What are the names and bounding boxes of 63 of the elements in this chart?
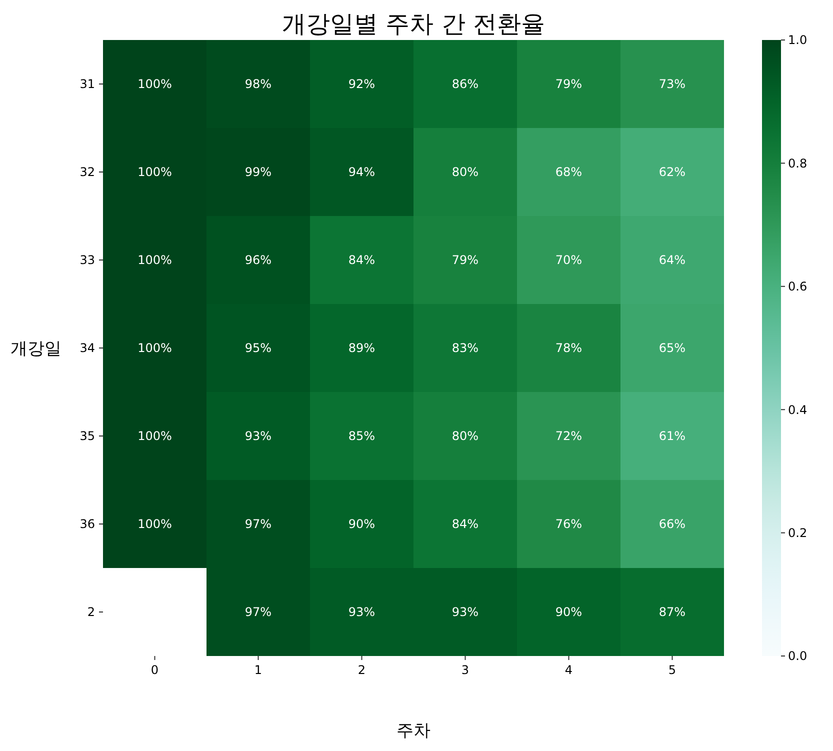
data-label: 80%	[452, 429, 479, 444]
data-label: 79%	[555, 77, 582, 92]
data-label: 70%	[555, 253, 582, 268]
y-axis-title: 개강일	[10, 338, 62, 359]
data-label: 65%	[658, 341, 686, 356]
y-tick-label: 31	[80, 77, 95, 92]
x-tick-label: 4	[564, 663, 573, 677]
data-label: 100%	[138, 429, 172, 444]
color-bar-label: 0.2	[788, 526, 808, 540]
data-label: 85%	[348, 429, 376, 444]
data-label: 92%	[348, 77, 376, 92]
data-label: 89%	[348, 341, 376, 356]
data-label: 100%	[138, 517, 172, 532]
data-label: 100%	[138, 165, 172, 180]
data-label: 93%	[348, 605, 376, 620]
data-label: 97%	[244, 517, 272, 532]
y-tick-label: 35	[80, 429, 95, 444]
x-tick-label: 1	[254, 663, 262, 677]
data-label: 80%	[452, 165, 479, 180]
data-label: 87%	[658, 605, 686, 620]
data-label: 61%	[658, 429, 686, 444]
data-label: 84%	[452, 517, 479, 532]
x-tick-label: 5	[668, 663, 676, 677]
data-label: 98%	[244, 77, 272, 92]
y-tick-label: 36	[80, 517, 95, 532]
x-tick-label: 2	[358, 663, 366, 677]
data-label: 100%	[138, 77, 172, 92]
data-label: 100%	[138, 253, 172, 268]
data-label: 94%	[348, 165, 376, 180]
color-bar-label: 0.8	[788, 156, 808, 170]
chart-title: 개강일별 주차 간 전환율	[282, 10, 545, 38]
data-label: 96%	[244, 253, 272, 268]
data-label: 86%	[452, 77, 479, 92]
y-tick-label: 2	[87, 605, 95, 620]
data-label: 95%	[244, 341, 272, 356]
data-label: 90%	[555, 605, 582, 620]
y-tick-label: 33	[80, 253, 95, 268]
data-label: 68%	[555, 165, 582, 180]
color-bar-label: 0.0	[788, 649, 808, 664]
x-tick-label: 3	[461, 663, 470, 677]
data-label: 100%	[138, 341, 172, 356]
data-label: 76%	[555, 517, 582, 532]
data-label: 78%	[555, 341, 582, 356]
x-axis-title: 주차	[396, 721, 430, 741]
color-bar-label: 0.4	[788, 402, 808, 417]
y-tick-label: 32	[80, 165, 95, 180]
data-label: 99%	[244, 165, 272, 180]
data-label: 64%	[658, 253, 686, 268]
data-label: 72%	[555, 429, 582, 444]
data-label: 66%	[658, 517, 686, 532]
data-label: 97%	[244, 605, 272, 620]
data-label: 73%	[658, 77, 686, 92]
data-label: 83%	[452, 341, 479, 356]
data-label: 84%	[348, 253, 376, 268]
data-label: 62%	[658, 165, 686, 180]
color-bar-label: 0.6	[788, 280, 808, 294]
y-tick-label: 34	[80, 341, 95, 356]
data-label: 93%	[452, 605, 479, 620]
x-tick-label: 0	[150, 663, 159, 677]
data-label: 90%	[348, 517, 376, 532]
data-label: 93%	[244, 429, 272, 444]
data-label: 79%	[452, 253, 479, 268]
color-bar-label: 1.0	[788, 33, 808, 48]
